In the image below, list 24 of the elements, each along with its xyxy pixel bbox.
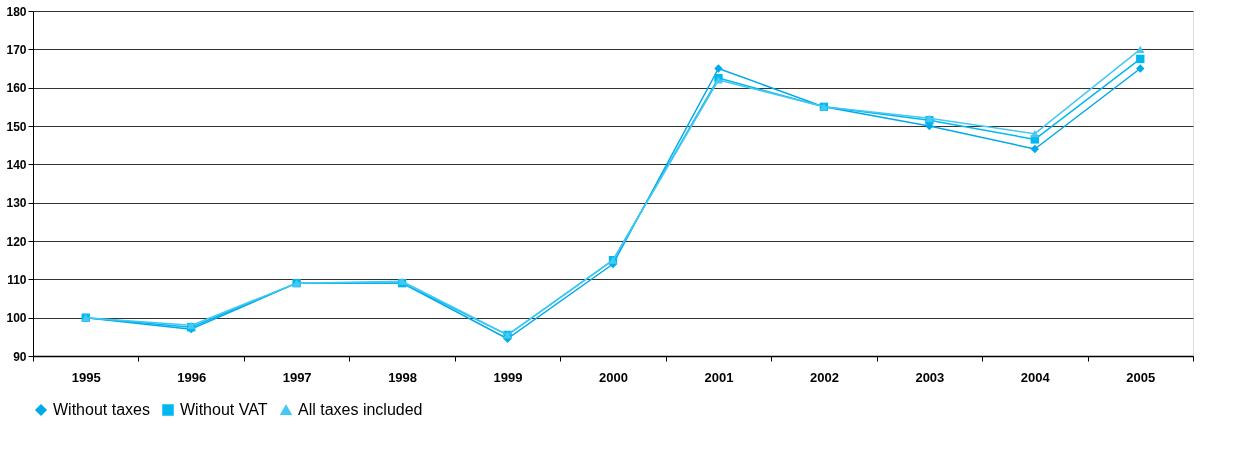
x-tick-label: 2005 (1126, 369, 1156, 385)
legend-label: Without VAT (180, 401, 268, 418)
y-tick-label: 100 (6, 311, 27, 326)
x-tick-label: 1998 (388, 369, 418, 385)
y-tick-label: 180 (6, 4, 27, 19)
y-tick-label: 120 (6, 234, 27, 249)
x-tick-label: 2000 (599, 369, 628, 385)
x-tick-label: 2003 (915, 369, 945, 385)
x-tick-label: 2002 (809, 369, 839, 385)
y-tick-label: 160 (6, 81, 27, 96)
x-tick-label: 2001 (704, 369, 734, 385)
y-tick-label: 90 (13, 349, 27, 364)
x-tick-label: 1996 (177, 369, 207, 385)
y-tick-label: 170 (6, 42, 27, 57)
x-tick-label: 2004 (1020, 369, 1051, 385)
x-tick-label: 1997 (282, 369, 312, 385)
legend-label: Without taxes (53, 401, 150, 418)
y-tick-label: 140 (6, 157, 27, 172)
y-tick-label: 130 (6, 196, 27, 211)
x-tick-label: 1999 (493, 369, 523, 385)
y-tick-label: 110 (7, 272, 27, 287)
legend-label: All taxes included (298, 401, 423, 418)
y-tick-label: 150 (6, 119, 27, 134)
x-tick-label: 1995 (71, 369, 101, 385)
